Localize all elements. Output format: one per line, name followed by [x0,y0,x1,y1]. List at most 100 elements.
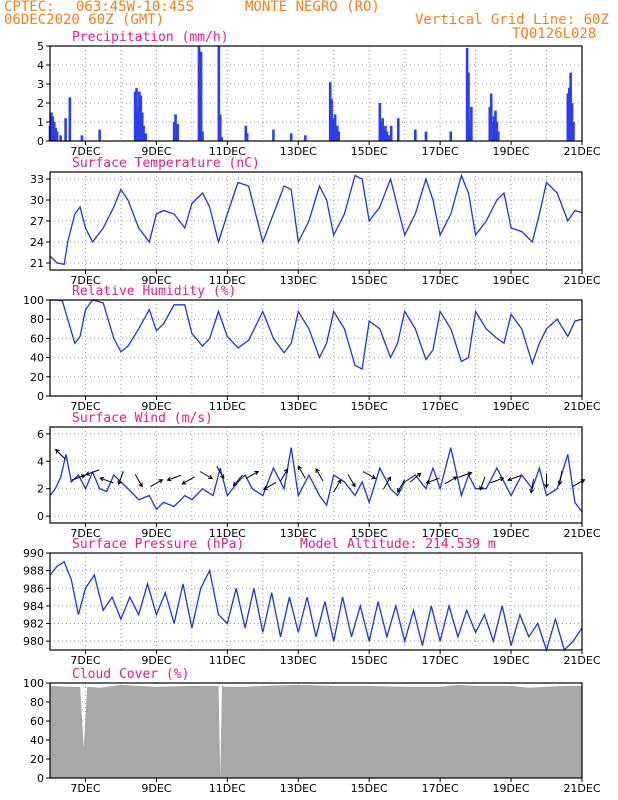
x-tick-label: 19DEC [493,782,530,795]
precip-bar [136,106,140,141]
x-tick-label: 13DEC [280,527,317,540]
wind-arrow [245,470,260,479]
x-tick-label: 13DEC [280,400,317,413]
y-tick-label: 0 [37,772,44,785]
precip-bar [218,114,222,141]
y-tick-label: 0 [37,390,44,403]
precip-bar [382,129,386,141]
wind-arrow [409,472,422,483]
wind-arrow [262,482,277,490]
x-tick-label: 19DEC [493,274,530,287]
x-tick-label: 9DEC [141,654,171,667]
precip-bar [467,72,470,141]
y-tick-label: 982 [23,618,44,631]
precip-bar [384,125,387,141]
precip-bar [55,131,59,141]
precip-bar [135,87,138,141]
precip-bar [385,131,389,141]
x-tick-label: 13DEC [280,782,317,795]
wind-arrow [507,474,522,482]
precip-bar [569,72,572,141]
x-tick-label: 7DEC [70,400,100,413]
x-tick-label: 21DEC [563,527,600,540]
y-tick-label: 4 [37,455,44,468]
x-tick-label: 17DEC [422,654,459,667]
precip-bar [396,118,400,141]
wind-arrow [444,476,458,485]
header-org: CPTEC: [4,0,55,15]
precip-bar [331,118,335,141]
precip-bar [387,135,391,141]
precip-bar [51,116,55,141]
temp-line [49,173,583,266]
panel-temp: Surface Temperature (nC) 21 24 27 30 33 7DEC 9D… [30,156,601,287]
wind-arrow [490,476,505,484]
precip-bar [381,118,384,141]
y-tick-label: 80 [30,696,44,709]
x-tick-label: 7DEC [70,274,100,287]
x-tick-label: 9DEC [141,145,171,158]
y-tick-label: 980 [23,635,44,648]
precip-bar [572,122,575,141]
precip-bar [176,123,179,141]
y-tick-label: 5 [37,40,44,53]
panel-title: Surface Wind (m/s) [72,411,213,426]
wind-arrow [397,479,406,493]
precip-bar [59,135,62,141]
x-tick-label: 19DEC [493,400,530,413]
wind-arrow [85,469,100,476]
precip-bar [144,133,148,141]
precip-bar [570,103,574,141]
precip-bar [494,110,497,141]
x-tick-label: 15DEC [351,654,388,667]
y-tick-label: 20 [30,753,44,766]
y-tick-label: 0 [37,135,44,148]
wind-arrow [425,477,440,484]
precip-bar [197,46,201,141]
y-tick-label: 1 [37,116,44,129]
precip-bar [492,116,496,141]
wind-arrow [71,474,86,481]
y-tick-label: 990 [23,547,44,560]
precip-bar [496,131,500,141]
x-tick-label: 11DEC [209,274,246,287]
precip-bar [80,135,84,141]
wind-arrow [150,479,164,488]
precip-bar [50,112,53,141]
y-tick-label: 988 [23,565,44,578]
x-tick-label: 17DEC [422,145,459,158]
precip-bar [172,122,176,141]
precip-bar [389,125,393,141]
precip-bar [468,120,472,141]
precip-bar [566,93,570,141]
panel-title: Surface Temperature (nC) [72,156,260,171]
precip-bar [335,125,339,141]
y-tick-label: 6 [37,428,44,441]
x-tick-label: 13DEC [280,654,317,667]
wind-arrow [166,474,181,482]
y-tick-label: 20 [30,371,44,384]
precip-bar [217,46,221,141]
y-tick-label: 4 [37,59,44,72]
precip-bar [54,127,57,141]
precip-bar [140,112,144,141]
precip-bar [52,122,56,141]
y-tick-label: 21 [30,257,44,270]
precip-bar [142,125,145,141]
wind-arrow [199,471,214,480]
precip-bar [68,97,72,141]
panel-press: Surface Pressure (hPa) Model Altitude: 21… [23,537,601,667]
precip-bar [489,93,493,141]
y-tick-label: 80 [30,313,44,326]
y-tick-label: 40 [30,352,44,365]
precip-bar [414,129,417,141]
x-tick-label: 7DEC [70,654,100,667]
precip-bar [495,122,499,141]
wind-arrow [181,476,195,485]
precip-bar [465,47,469,141]
precip-bar [304,135,307,141]
precip-bar [379,122,383,141]
y-tick-label: 24 [30,236,44,249]
panel-annotation: Model Altitude: 214.539 m [300,537,496,552]
